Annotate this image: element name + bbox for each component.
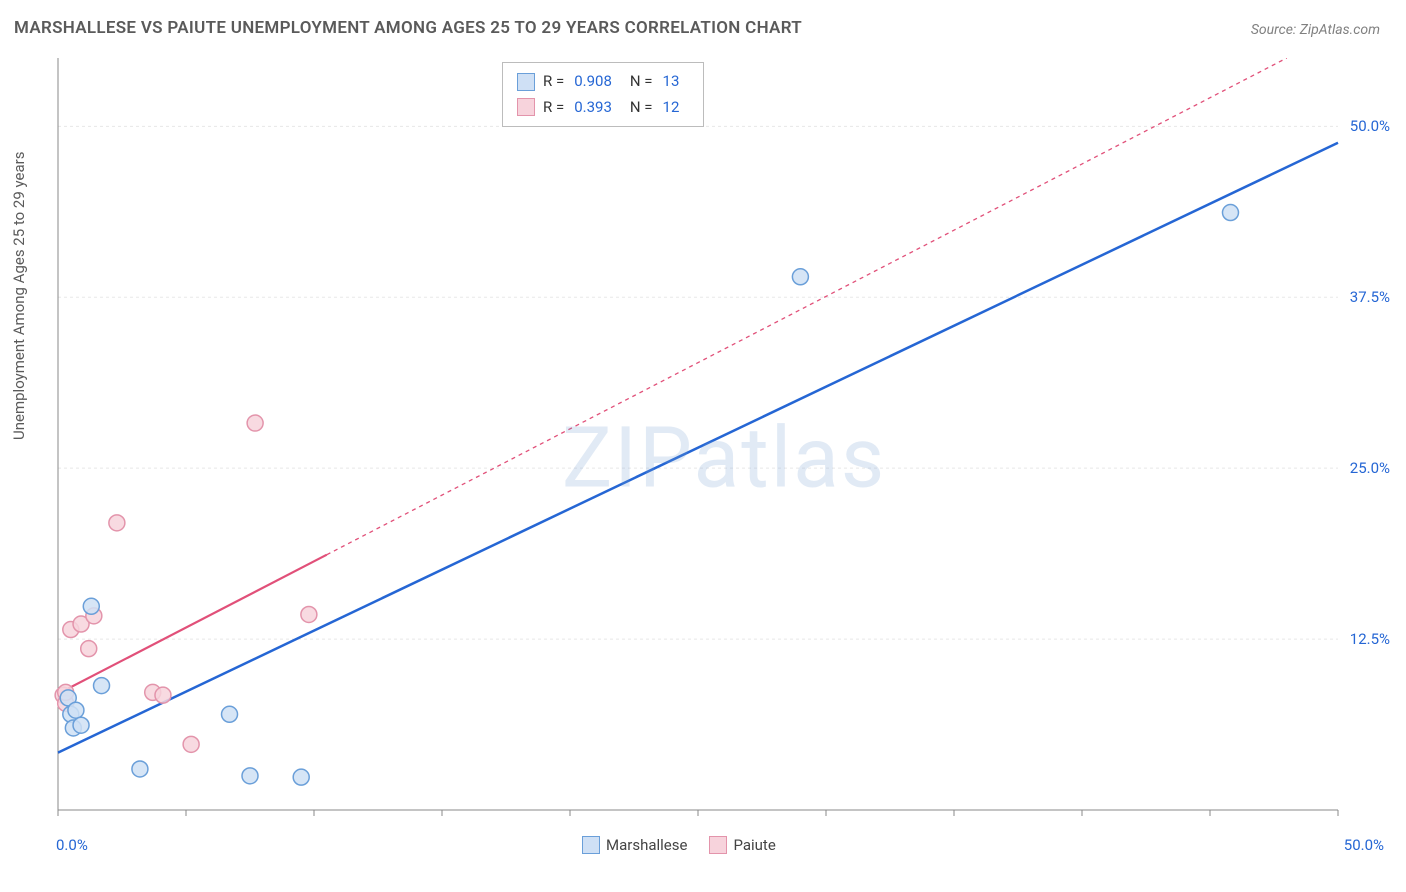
stats-row: R = 0.393 N = 12 xyxy=(517,95,689,121)
source-attribution: Source: ZipAtlas.com xyxy=(1251,22,1380,38)
chart-svg xyxy=(52,58,1396,858)
stats-row: R = 0.908 N = 13 xyxy=(517,69,689,95)
x-axis-max-label: 50.0% xyxy=(1344,836,1384,854)
series-swatch xyxy=(517,98,535,116)
series-swatch xyxy=(517,73,535,91)
legend: Marshallese Paiute xyxy=(582,836,776,854)
x-axis-origin-label: 0.0% xyxy=(56,836,88,854)
legend-item: Marshallese xyxy=(582,836,687,854)
y-tick-label: 37.5% xyxy=(1334,288,1390,306)
r-label: R = xyxy=(543,69,564,95)
y-tick-label: 12.5% xyxy=(1334,630,1390,648)
n-label: N = xyxy=(630,69,653,95)
chart-title: MARSHALLESE VS PAIUTE UNEMPLOYMENT AMONG… xyxy=(14,18,802,38)
n-label: N = xyxy=(630,95,653,121)
r-label: R = xyxy=(543,95,564,121)
y-tick-label: 50.0% xyxy=(1334,117,1390,135)
legend-swatch xyxy=(709,836,727,854)
r-value: 0.393 xyxy=(574,95,612,121)
legend-label: Marshallese xyxy=(606,836,687,854)
correlation-chart: ZIPatlas R =0.908N =13R =0.393N =12 Mars… xyxy=(52,58,1396,858)
n-value: 12 xyxy=(663,95,680,121)
y-axis-label: Unemployment Among Ages 25 to 29 years xyxy=(10,152,28,440)
n-value: 13 xyxy=(663,69,680,95)
legend-swatch xyxy=(582,836,600,854)
legend-item: Paiute xyxy=(709,836,775,854)
y-tick-label: 25.0% xyxy=(1334,459,1390,477)
legend-label: Paiute xyxy=(733,836,775,854)
stats-box: R = 0.908 N = 13 R = 0.393 N = 12 xyxy=(502,62,704,127)
r-value: 0.908 xyxy=(574,69,612,95)
